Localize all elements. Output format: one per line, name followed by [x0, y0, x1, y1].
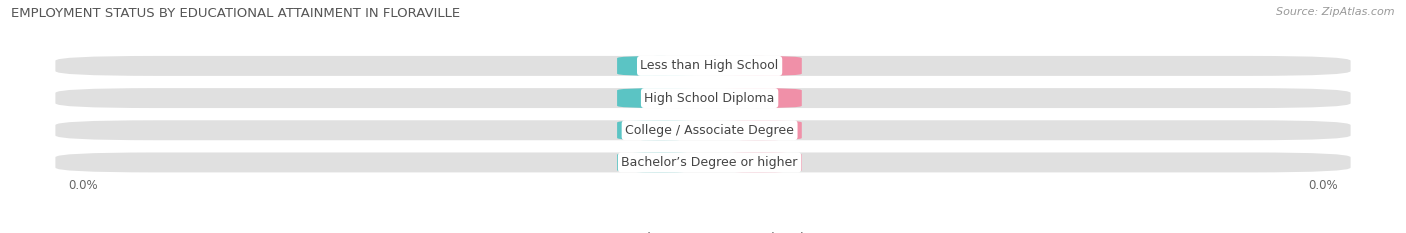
Text: 0.0%: 0.0% [744, 125, 775, 135]
Text: Source: ZipAtlas.com: Source: ZipAtlas.com [1277, 7, 1395, 17]
FancyBboxPatch shape [716, 88, 801, 108]
FancyBboxPatch shape [617, 120, 703, 140]
Text: 0.0%: 0.0% [645, 93, 675, 103]
FancyBboxPatch shape [55, 120, 1351, 140]
Text: College / Associate Degree: College / Associate Degree [626, 124, 794, 137]
Legend: In Labor Force, Unemployed: In Labor Force, Unemployed [598, 228, 808, 233]
FancyBboxPatch shape [55, 88, 1351, 108]
Text: EMPLOYMENT STATUS BY EDUCATIONAL ATTAINMENT IN FLORAVILLE: EMPLOYMENT STATUS BY EDUCATIONAL ATTAINM… [11, 7, 460, 20]
FancyBboxPatch shape [55, 152, 1351, 172]
Text: High School Diploma: High School Diploma [644, 92, 775, 105]
Text: 0.0%: 0.0% [744, 158, 775, 168]
FancyBboxPatch shape [617, 152, 703, 172]
Text: Less than High School: Less than High School [641, 59, 779, 72]
FancyBboxPatch shape [716, 56, 801, 76]
FancyBboxPatch shape [617, 88, 703, 108]
Text: Bachelor’s Degree or higher: Bachelor’s Degree or higher [621, 156, 797, 169]
FancyBboxPatch shape [617, 56, 703, 76]
FancyBboxPatch shape [716, 152, 801, 172]
Text: 0.0%: 0.0% [744, 61, 775, 71]
Text: 0.0%: 0.0% [645, 61, 675, 71]
FancyBboxPatch shape [716, 120, 801, 140]
Text: 0.0%: 0.0% [69, 179, 98, 192]
Text: 0.0%: 0.0% [645, 158, 675, 168]
Text: 0.0%: 0.0% [744, 93, 775, 103]
Text: 0.0%: 0.0% [1308, 179, 1337, 192]
FancyBboxPatch shape [55, 56, 1351, 76]
Text: 0.0%: 0.0% [645, 125, 675, 135]
